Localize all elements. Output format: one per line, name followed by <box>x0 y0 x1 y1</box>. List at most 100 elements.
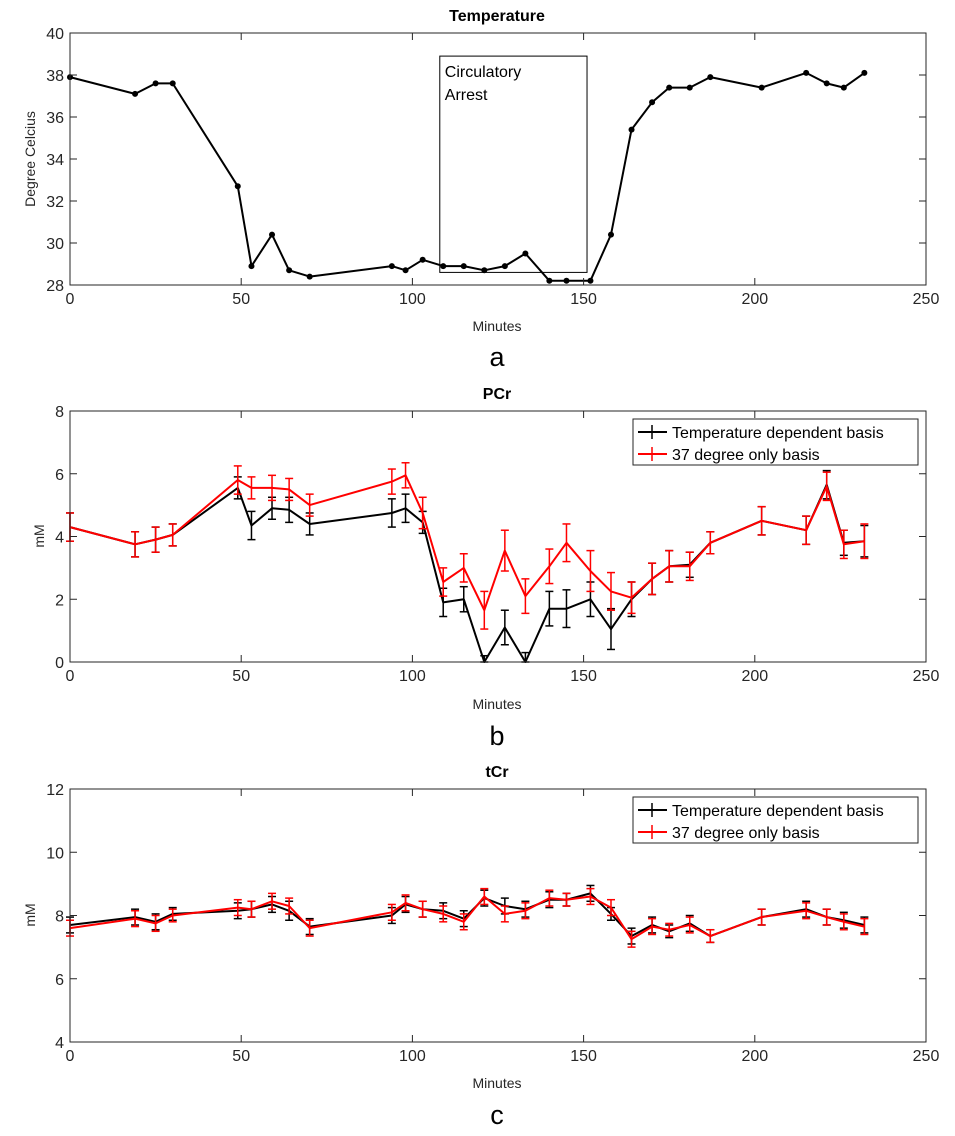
panel-b-series-1-errorbar <box>418 496 427 530</box>
panel-b-series-1-errorbar <box>305 493 314 517</box>
panel-b-series-1-errorbar <box>627 581 636 615</box>
panel-b-series-0-errorbar <box>562 589 571 629</box>
panel-a-xtick-label: 250 <box>913 291 940 308</box>
panel-c-ytick-label: 6 <box>55 972 64 989</box>
panel-a-series-0-point <box>481 267 488 274</box>
panel-c-legend-box <box>632 796 919 844</box>
panel-b-series-1-errorbar <box>268 474 277 502</box>
panel-a-series-0-point <box>306 273 313 280</box>
panel-c-series-1-errorbar <box>131 910 140 928</box>
panel-a-xtick-label: 100 <box>399 291 426 308</box>
panel-a-ytick-label: 34 <box>46 152 64 169</box>
panel-b-series-1-errorbar <box>545 548 554 585</box>
panel-a-series-0-point <box>649 99 656 106</box>
panel-b-series-1-errorbar <box>839 529 848 560</box>
panel-c-series-1-errorbar <box>247 900 256 918</box>
panel-a-series-0-point <box>501 263 508 270</box>
panel-a-annotation-text: Circulatory <box>445 64 521 81</box>
panel-b-xtick-label: 200 <box>741 668 768 685</box>
panel-c-ytick-label: 8 <box>55 909 64 926</box>
panel-b-series-1-errorbar <box>665 549 674 583</box>
panel-a-series-0-point <box>234 183 241 190</box>
panel-a-series-0-point <box>248 263 255 270</box>
panel-a-series-0-point <box>707 74 714 81</box>
panel-b-series-1-errorbar <box>500 529 509 572</box>
panel-a-series-0-point <box>840 84 847 91</box>
panel-b-series-0-errorbar <box>500 609 509 646</box>
panel-c-series-1-errorbar <box>418 900 427 918</box>
panel-c-series-1-errorbar <box>685 916 694 934</box>
panel-a-xtick-label: 50 <box>232 291 250 308</box>
panel-c-series-1-errorbar <box>387 903 396 921</box>
panel-a-series-0-point <box>522 250 529 257</box>
panel-b-series-0-errorbar <box>545 590 554 627</box>
panel-b-series-1-errorbar <box>802 515 811 546</box>
panel-a-xtick-label: 200 <box>741 291 768 308</box>
panel-c-ylabel: mM <box>22 903 38 926</box>
panel-b-ytick-label: 0 <box>55 655 64 672</box>
panel-a-series-0-point <box>758 84 765 91</box>
panel-b-ytick-label: 8 <box>55 404 64 421</box>
panel-a-series-0-point <box>132 90 139 97</box>
panel-a-series-0-point <box>286 267 293 274</box>
panel-b-xtick-label: 250 <box>913 668 940 685</box>
panel-b-series-1-errorbar <box>757 505 766 536</box>
panel-b-xtick-label: 0 <box>66 668 75 685</box>
panel-b-series-1-errorbar <box>131 531 140 558</box>
panel-b-series-1-errorbar <box>247 476 256 500</box>
panel-a-series-0-point <box>686 84 693 91</box>
panel-b-ytick-label: 4 <box>55 530 64 547</box>
panel-b-series-1-errorbar <box>168 523 177 547</box>
panel-c-series-1-errorbar <box>839 913 848 931</box>
panel-a-ytick-label: 30 <box>46 236 64 253</box>
panel-b-series-1-errorbar <box>706 531 715 555</box>
panel-c-series-1-errorbar <box>268 892 277 910</box>
panel-a-xtick-label: 0 <box>66 291 75 308</box>
panel-c-series-1-errorbar <box>822 908 831 926</box>
panel-b-series-1-errorbar <box>521 578 530 615</box>
panel-a-series-0-point <box>269 231 276 238</box>
panel-c-series-1-errorbar <box>706 928 715 944</box>
panel-c-series-1-errorbar <box>521 902 530 920</box>
panel-a-ytick-label: 36 <box>46 110 64 127</box>
panel-b-series-1-errorbar <box>480 590 489 630</box>
panel-c-ytick-label: 4 <box>55 1035 64 1052</box>
panel-b-ylabel: mM <box>31 524 47 547</box>
panel-c-series-1-errorbar <box>757 908 766 926</box>
panel-a-series-0-point <box>607 231 614 238</box>
panel-c-title: tCr <box>485 764 508 781</box>
panel-b-series-0-errorbar <box>387 498 396 528</box>
panel-a-series-0-point <box>460 263 467 270</box>
panel-c-series-1-errorbar <box>545 889 554 907</box>
panel-c-legend-label-0: Temperature dependent basis <box>672 803 884 820</box>
panel-b-series-1-errorbar <box>233 465 242 495</box>
panel-c-xtick-label: 100 <box>399 1048 426 1065</box>
panel-a-annotation-box <box>439 55 588 273</box>
panel-c-series-1-errorbar <box>500 905 509 923</box>
panel-c-ytick-label: 10 <box>46 845 64 862</box>
panel-a-annotation-text: Arrest <box>445 87 488 104</box>
panel-b-legend-label-0: Temperature dependent basis <box>672 425 884 442</box>
panel-a-series-0-point <box>152 80 159 87</box>
panel-a-series-0-point <box>587 277 594 284</box>
panel-b-series-1-errorbar <box>459 553 468 583</box>
panel-b-series-1-errorbar <box>586 549 595 593</box>
panel-c-series-1-errorbar <box>648 917 657 936</box>
panel-c-xtick-label: 200 <box>741 1048 768 1065</box>
panel-b-series-1-errorbar <box>648 562 657 596</box>
panel-c-series-1-errorbar <box>562 892 571 907</box>
panel-a-plot: Circulatory Arrest 0 50 100 150 200 250 28 30 32 34… <box>46 26 939 308</box>
panel-a-ytick-label: 38 <box>46 68 64 85</box>
panel-c-series-1-errorbar <box>151 914 160 933</box>
panel-a-series-0-point <box>440 263 447 270</box>
panel-a-ytick-label: 40 <box>46 26 64 43</box>
panel-b-legend-box <box>632 418 919 466</box>
panel-a-xtick-label: 150 <box>570 291 597 308</box>
panel-c-xtick-label: 50 <box>232 1048 250 1065</box>
panel-a-series-0-point <box>388 263 395 270</box>
panel-b-sublabel: b <box>489 721 504 751</box>
panel-c-xlabel: Minutes <box>472 1075 521 1091</box>
panel-a: Temperature Circulatory Arrest 0 50 100 150 20… <box>22 8 939 372</box>
